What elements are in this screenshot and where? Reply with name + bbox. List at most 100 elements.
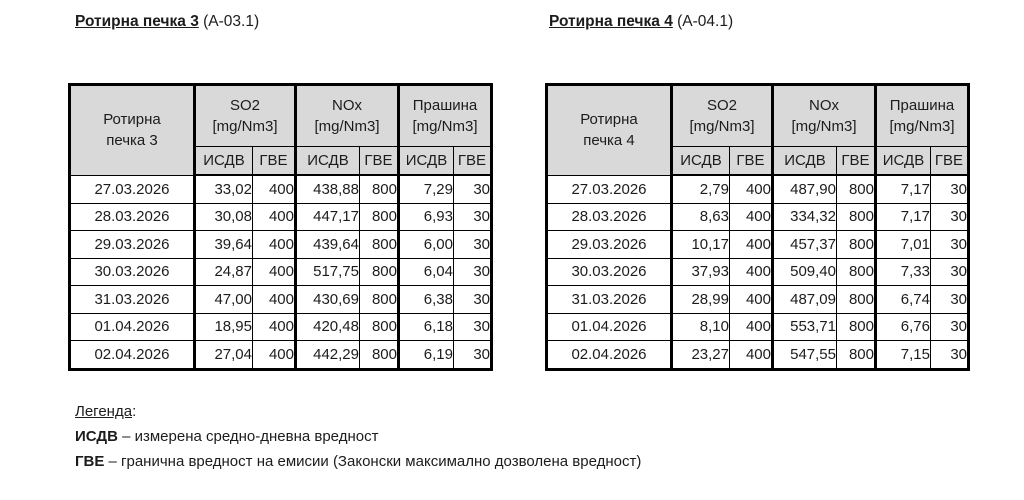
gve-limit-value-cell: 800 bbox=[836, 202, 876, 231]
furnace4-title-text: Ротирна печка 4 bbox=[549, 13, 673, 30]
isdv-measured-value-cell: 10,17 bbox=[670, 230, 730, 259]
isdv-measured-value-cell: 457,37 bbox=[771, 230, 837, 259]
nox-label: NOx bbox=[332, 96, 362, 114]
column-group-dust: Прашина [mg/Nm3] bbox=[874, 84, 969, 147]
isdv-measured-value-cell: 8,10 bbox=[670, 312, 730, 341]
so2-label: SO2 bbox=[706, 96, 737, 114]
table-row: 27.03.2026 33,02 400 438,88 800 7,29 30 bbox=[69, 174, 492, 204]
isdv-measured-value-cell: 439,64 bbox=[294, 230, 360, 259]
legend-desc-isdv: – измерена средно-дневна вредност bbox=[117, 428, 379, 445]
isdv-measured-value-cell: 7,15 bbox=[874, 340, 931, 370]
gve-limit-value-cell: 800 bbox=[836, 285, 876, 314]
corner-line2: печка 4 bbox=[583, 132, 635, 150]
date-cell: 29.03.2026 bbox=[546, 230, 672, 259]
corner-line1: Ротирна bbox=[580, 110, 638, 128]
isdv-measured-value-cell: 6,76 bbox=[874, 312, 931, 341]
legend-item-isdv: ИСДВ – измерена средно-дневна вредност bbox=[75, 424, 641, 449]
isdv-measured-value-cell: 547,55 bbox=[771, 340, 837, 370]
table-row: 01.04.2026 18,95 400 420,48 800 6,18 30 bbox=[69, 312, 492, 341]
gve-limit-value-cell: 30 bbox=[930, 257, 969, 286]
gve-limit-value-cell: 400 bbox=[729, 340, 773, 370]
header-row-subcolumns: ИСДВ ГВЕ ИСДВ ГВЕ ИСДВ ГВЕ bbox=[70, 146, 492, 176]
isdv-measured-value-cell: 2,79 bbox=[670, 174, 730, 204]
subheader-isdv: ИСДВ bbox=[670, 146, 730, 176]
isdv-measured-value-cell: 27,04 bbox=[193, 340, 253, 370]
emissions-table-furnace4: Ротирна печка 4 SO2 [mg/Nm3] NOx [mg/Nm3… bbox=[545, 83, 970, 371]
date-cell: 28.03.2026 bbox=[546, 202, 672, 231]
date-cell: 30.03.2026 bbox=[546, 257, 672, 286]
gve-limit-value-cell: 30 bbox=[930, 202, 969, 231]
legend-desc-gve: – гранична вредност на емисии (Законски … bbox=[104, 453, 642, 470]
gve-limit-value-cell: 800 bbox=[359, 202, 399, 231]
legend-title-word: Легенда bbox=[75, 403, 133, 420]
gve-limit-value-cell: 30 bbox=[453, 257, 492, 286]
isdv-measured-value-cell: 6,93 bbox=[397, 202, 454, 231]
legend: Легенда: ИСДВ – измерена средно-дневна в… bbox=[75, 399, 641, 474]
subheader-gve: ГВЕ bbox=[359, 146, 399, 176]
isdv-measured-value-cell: 7,01 bbox=[874, 230, 931, 259]
isdv-measured-value-cell: 517,75 bbox=[294, 257, 360, 286]
date-cell: 27.03.2026 bbox=[69, 174, 195, 204]
gve-limit-value-cell: 30 bbox=[453, 312, 492, 341]
gve-limit-value-cell: 30 bbox=[930, 340, 969, 370]
date-cell: 27.03.2026 bbox=[546, 174, 672, 204]
table-row: 30.03.2026 24,87 400 517,75 800 6,04 30 bbox=[69, 257, 492, 286]
so2-unit: [mg/Nm3] bbox=[689, 118, 755, 135]
date-cell: 02.04.2026 bbox=[546, 340, 672, 370]
gve-limit-value-cell: 400 bbox=[252, 202, 296, 231]
gve-limit-value-cell: 30 bbox=[930, 285, 969, 314]
isdv-measured-value-cell: 6,04 bbox=[397, 257, 454, 286]
header-row-groups: Ротирна печка 3 SO2 [mg/Nm3] NOx [mg/Nm3… bbox=[69, 84, 492, 176]
corner-line1: Ротирна bbox=[103, 110, 161, 128]
table-row: 02.04.2026 27,04 400 442,29 800 6,19 30 bbox=[69, 340, 492, 370]
column-group-so2: SO2 [mg/Nm3] bbox=[193, 84, 296, 147]
column-group-dust: Прашина [mg/Nm3] bbox=[397, 84, 492, 147]
isdv-measured-value-cell: 7,33 bbox=[874, 257, 931, 286]
corner-label: Ротирна печка 4 bbox=[546, 84, 672, 176]
table-row: 02.04.2026 23,27 400 547,55 800 7,15 30 bbox=[546, 340, 969, 370]
legend-title: Легенда: bbox=[75, 399, 641, 424]
table-row: 29.03.2026 39,64 400 439,64 800 6,00 30 bbox=[69, 230, 492, 259]
subheader-gve: ГВЕ bbox=[836, 146, 876, 176]
gve-limit-value-cell: 30 bbox=[453, 174, 492, 204]
table-row: 31.03.2026 47,00 400 430,69 800 6,38 30 bbox=[69, 285, 492, 314]
gve-limit-value-cell: 30 bbox=[453, 230, 492, 259]
dust-label: Прашина bbox=[412, 96, 478, 114]
furnace4-title: Ротирна печка 4 (А-04.1) bbox=[549, 13, 733, 31]
gve-limit-value-cell: 400 bbox=[729, 312, 773, 341]
header-row-subcolumns: ИСДВ ГВЕ ИСДВ ГВЕ ИСДВ ГВЕ bbox=[547, 146, 969, 176]
gve-limit-value-cell: 30 bbox=[930, 230, 969, 259]
gve-limit-value-cell: 400 bbox=[252, 312, 296, 341]
isdv-measured-value-cell: 334,32 bbox=[771, 202, 837, 231]
gve-limit-value-cell: 800 bbox=[836, 257, 876, 286]
table-row: 01.04.2026 8,10 400 553,71 800 6,76 30 bbox=[546, 312, 969, 341]
date-cell: 01.04.2026 bbox=[546, 312, 672, 341]
table-row: 31.03.2026 28,99 400 487,09 800 6,74 30 bbox=[546, 285, 969, 314]
isdv-measured-value-cell: 18,95 bbox=[193, 312, 253, 341]
isdv-measured-value-cell: 23,27 bbox=[670, 340, 730, 370]
dust-label: Прашина bbox=[889, 96, 955, 114]
subheader-isdv: ИСДВ bbox=[874, 146, 931, 176]
header-row-groups: Ротирна печка 4 SO2 [mg/Nm3] NOx [mg/Nm3… bbox=[546, 84, 969, 176]
column-group-so2: SO2 [mg/Nm3] bbox=[670, 84, 773, 147]
isdv-measured-value-cell: 420,48 bbox=[294, 312, 360, 341]
gve-limit-value-cell: 400 bbox=[252, 257, 296, 286]
column-group-nox: NOx [mg/Nm3] bbox=[771, 84, 876, 147]
isdv-measured-value-cell: 8,63 bbox=[670, 202, 730, 231]
nox-unit: [mg/Nm3] bbox=[314, 118, 380, 135]
isdv-measured-value-cell: 30,08 bbox=[193, 202, 253, 231]
date-cell: 29.03.2026 bbox=[69, 230, 195, 259]
gve-limit-value-cell: 400 bbox=[252, 174, 296, 204]
column-group-nox: NOx [mg/Nm3] bbox=[294, 84, 399, 147]
isdv-measured-value-cell: 6,18 bbox=[397, 312, 454, 341]
isdv-measured-value-cell: 37,93 bbox=[670, 257, 730, 286]
corner-label: Ротирна печка 3 bbox=[69, 84, 195, 176]
subheader-isdv: ИСДВ bbox=[193, 146, 253, 176]
subheader-gve: ГВЕ bbox=[930, 146, 969, 176]
furnace3-title-text: Ротирна печка 3 bbox=[75, 13, 199, 30]
legend-term-gve: ГВЕ bbox=[75, 453, 105, 470]
isdv-measured-value-cell: 553,71 bbox=[771, 312, 837, 341]
isdv-measured-value-cell: 430,69 bbox=[294, 285, 360, 314]
subheader-gve: ГВЕ bbox=[729, 146, 773, 176]
date-cell: 31.03.2026 bbox=[546, 285, 672, 314]
